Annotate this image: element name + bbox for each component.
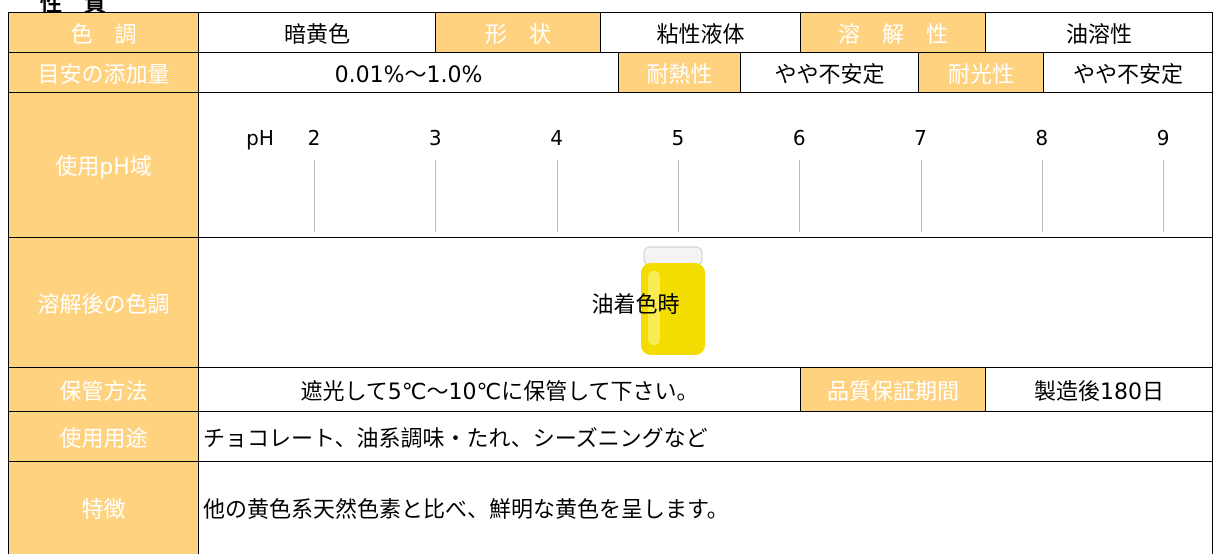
row-label: 形 状 bbox=[435, 12, 601, 53]
row-label: 品質保証期間 bbox=[800, 367, 986, 412]
row-label: 色 調 bbox=[8, 12, 199, 53]
ph-tick-label: 4 bbox=[550, 126, 563, 150]
cell-value: 遮光して5℃～10℃に保管して下さい。 bbox=[198, 367, 801, 412]
ph-tick-line bbox=[677, 160, 679, 232]
row-label: 耐光性 bbox=[918, 52, 1044, 93]
cell-value: 暗黄色 bbox=[198, 12, 436, 53]
ph-tick-label: 8 bbox=[1035, 126, 1049, 150]
ph-tick-line bbox=[435, 160, 437, 232]
cell-value: 0.01%～1.0% bbox=[198, 52, 619, 93]
row-label: 耐熱性 bbox=[618, 52, 741, 93]
ph-tick-line bbox=[556, 160, 558, 232]
row-label: 使用pH域 bbox=[8, 92, 199, 238]
ph-axis-label: pH bbox=[246, 126, 274, 150]
row-label: 溶解後の色調 bbox=[8, 237, 199, 368]
ph-tick-line bbox=[314, 160, 315, 232]
cell-value: 粘性液体 bbox=[600, 12, 801, 53]
ph-tick-label: 9 bbox=[1156, 126, 1170, 150]
row-label: 目安の添加量 bbox=[8, 52, 199, 93]
ph-tick-label: 7 bbox=[914, 126, 927, 150]
row-label: 使用用途 bbox=[8, 411, 199, 462]
cell-value: 油溶性 bbox=[985, 12, 1213, 53]
cell-value: 製造後180日 bbox=[985, 367, 1213, 412]
ph-tick-line bbox=[799, 160, 801, 232]
ph-tick-label: 6 bbox=[792, 126, 806, 150]
cell-value: チョコレート、油系調味・たれ、シーズニングなど bbox=[198, 411, 1213, 462]
ph-tick-line bbox=[1163, 160, 1165, 232]
ph-tick-label: 5 bbox=[671, 126, 685, 150]
bottle-image bbox=[641, 246, 705, 355]
cell-value: 油着色時 bbox=[198, 237, 1213, 368]
cell-value: やや不安定 bbox=[740, 52, 919, 93]
cell-value bbox=[198, 92, 1213, 238]
row-label: 特徴 bbox=[8, 461, 199, 554]
ph-tick-label: 2 bbox=[307, 126, 321, 150]
cell-value: やや不安定 bbox=[1043, 52, 1213, 93]
row-label: 溶 解 性 bbox=[800, 12, 986, 53]
ph-tick-line bbox=[1041, 160, 1043, 232]
ph-tick-label: 3 bbox=[428, 126, 442, 150]
ph-tick-line bbox=[920, 160, 922, 232]
row-label: 保管方法 bbox=[8, 367, 199, 412]
cell-value: 他の黄色系天然色素と比べ、鮮明な黄色を呈します。 bbox=[198, 461, 1213, 554]
